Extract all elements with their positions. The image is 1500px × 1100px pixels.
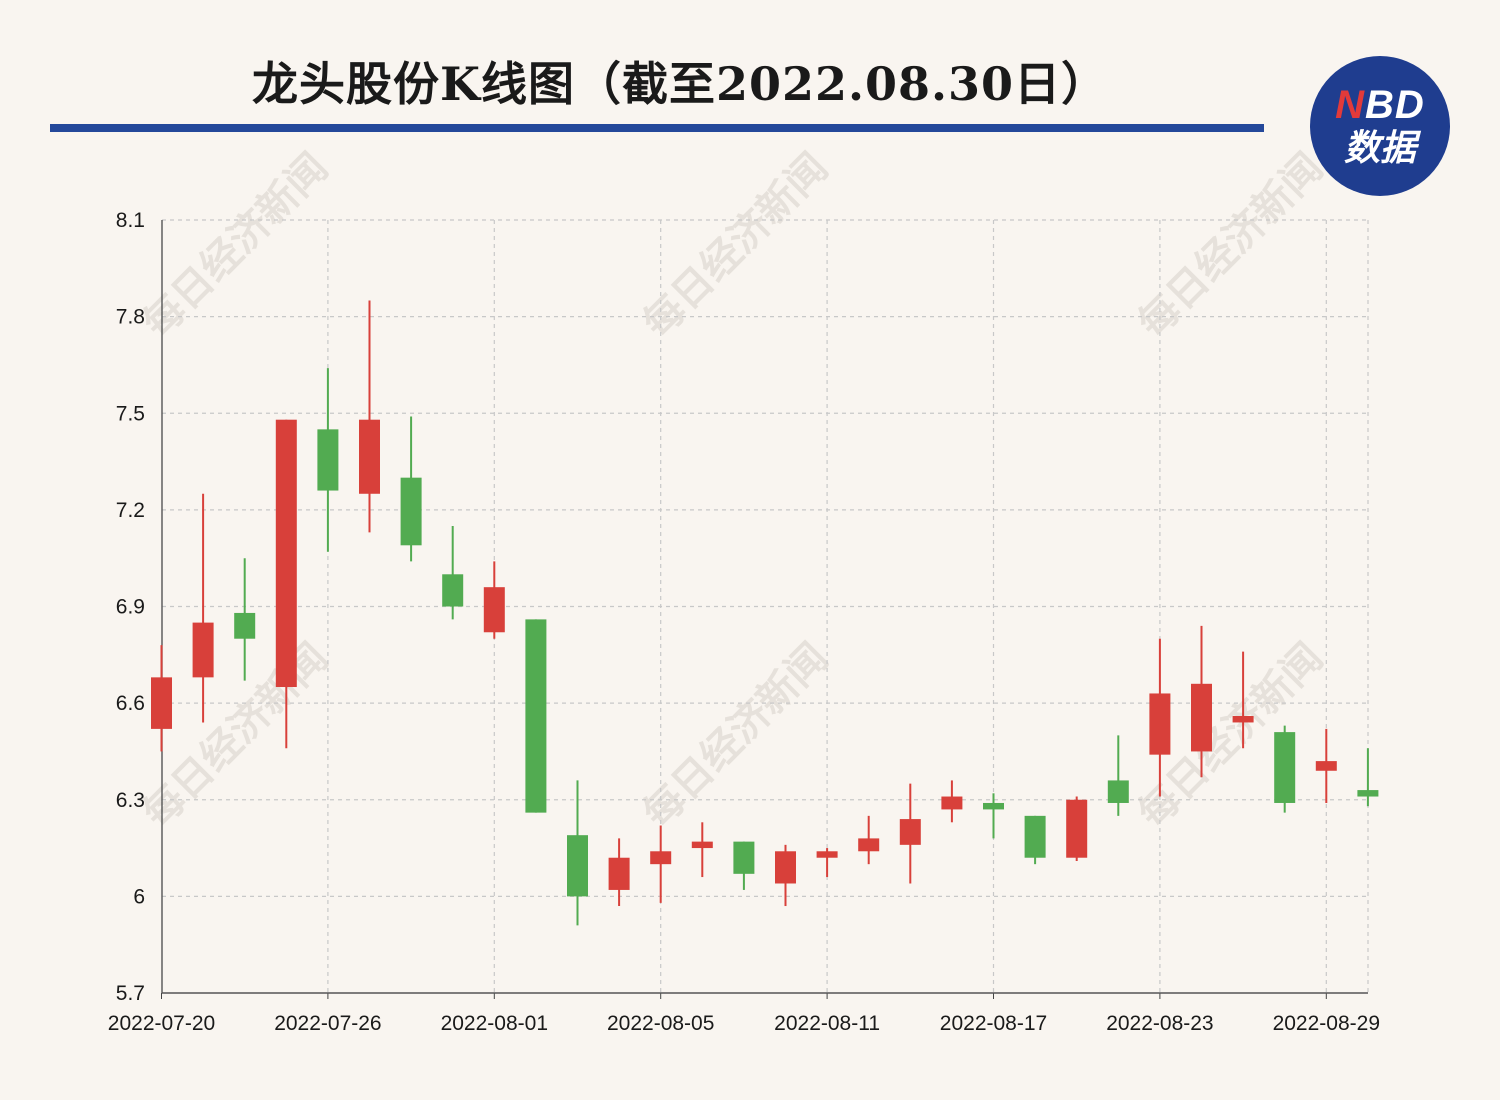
badge-logo-text: NBD — [1335, 83, 1425, 127]
x-tick-label: 2022-08-17 — [940, 1012, 1047, 1035]
candle-body — [192, 622, 214, 678]
y-tick-label: 6.9 — [116, 596, 145, 619]
candle-body — [442, 574, 464, 607]
candlestick — [1066, 796, 1088, 861]
candle-body — [151, 677, 172, 729]
watermark-text: 每日经济新闻 — [135, 635, 337, 837]
candlestick — [400, 416, 422, 562]
candlestick — [151, 645, 172, 752]
axes-layer — [161, 220, 1368, 999]
candle-body — [775, 851, 796, 884]
candle-body — [899, 819, 921, 845]
candle-body — [317, 429, 339, 491]
candlestick — [1149, 638, 1171, 797]
watermark-text: 每日经济新闻 — [635, 635, 837, 837]
badge-accent-letter: N — [1335, 83, 1366, 127]
candle-body — [1191, 683, 1212, 752]
candlestick — [275, 419, 297, 749]
y-tick-label: 5.7 — [116, 982, 145, 1005]
candle-body — [1232, 716, 1254, 723]
candlestick — [650, 825, 672, 903]
candle-body — [691, 841, 713, 849]
title-underline — [50, 124, 1264, 132]
candlestick — [317, 368, 339, 552]
candle-body — [483, 587, 505, 633]
candlestick — [525, 619, 547, 813]
candle-body — [1107, 780, 1129, 803]
candlestick — [608, 838, 630, 907]
x-tick-label: 2022-08-01 — [441, 1012, 548, 1035]
x-tick-label: 2022-07-26 — [274, 1012, 381, 1035]
candlestick — [442, 525, 464, 620]
candle-body — [1149, 693, 1171, 755]
candles-layer — [151, 300, 1379, 926]
candle-body — [1066, 799, 1088, 858]
candle-body — [1357, 790, 1379, 797]
candle-body — [733, 841, 755, 874]
candlestick — [1232, 651, 1254, 749]
candle-body — [941, 796, 963, 810]
candle-body — [1315, 761, 1337, 771]
candle-body — [234, 612, 256, 639]
y-tick-label: 7.5 — [116, 402, 145, 425]
candle-body — [1274, 732, 1296, 803]
y-tick-label: 6 — [133, 885, 145, 908]
candlestick — [359, 300, 380, 533]
candle-body — [608, 857, 630, 890]
candlestick — [1024, 815, 1046, 865]
tick-labels-layer: 5.7 6 6.3 6.6 6.9 7.2 7.5 7.8 8.1 2022-07-20 2022-… — [108, 209, 1380, 1035]
candlestick — [1191, 625, 1212, 778]
candle-body — [816, 851, 838, 858]
candle-body — [400, 477, 422, 546]
nbd-data-badge: NBD 数据 — [1310, 56, 1450, 196]
watermark-text: 每日经济新闻 — [635, 145, 837, 347]
badge-logo-rest: BD — [1365, 83, 1425, 127]
candle-body — [275, 419, 297, 688]
chart-title: 龙头股份K线图（截至2022.08.30日） — [252, 57, 1109, 111]
candlestick — [1107, 735, 1129, 816]
x-tick-label: 2022-07-20 — [108, 1012, 215, 1035]
x-tick-label: 2022-08-29 — [1273, 1012, 1380, 1035]
candlestick — [483, 561, 505, 639]
candlestick — [1315, 728, 1337, 803]
candlestick — [816, 848, 838, 878]
candle-body — [1024, 815, 1046, 858]
candle-body — [650, 851, 672, 865]
candlestick — [192, 493, 214, 723]
badge-subtitle: 数据 — [1343, 127, 1416, 168]
candle-body — [983, 802, 1004, 810]
y-tick-label: 7.8 — [116, 306, 145, 329]
candlestick — [1357, 748, 1379, 807]
candlestick — [234, 558, 256, 681]
candlestick — [858, 815, 880, 865]
candle-body — [858, 838, 880, 852]
grid-layer — [162, 219, 1369, 993]
y-tick-label: 6.6 — [116, 692, 145, 715]
candlestick — [941, 780, 963, 823]
y-tick-label: 7.2 — [116, 499, 145, 522]
candlestick — [567, 780, 588, 926]
candlestick — [691, 822, 713, 878]
x-tick-label: 2022-08-05 — [607, 1012, 714, 1035]
candlestick — [1274, 725, 1296, 813]
candlestick — [733, 841, 755, 890]
y-tick-label: 6.3 — [116, 789, 145, 812]
candle-body — [525, 619, 547, 813]
candlestick — [983, 793, 1004, 839]
candlestick — [899, 783, 921, 884]
candle-body — [359, 419, 380, 494]
candle-body — [567, 835, 588, 897]
candlestick — [775, 844, 796, 907]
x-tick-label: 2022-08-11 — [774, 1012, 880, 1035]
y-tick-label: 8.1 — [116, 209, 145, 232]
x-tick-label: 2022-08-23 — [1106, 1012, 1213, 1035]
